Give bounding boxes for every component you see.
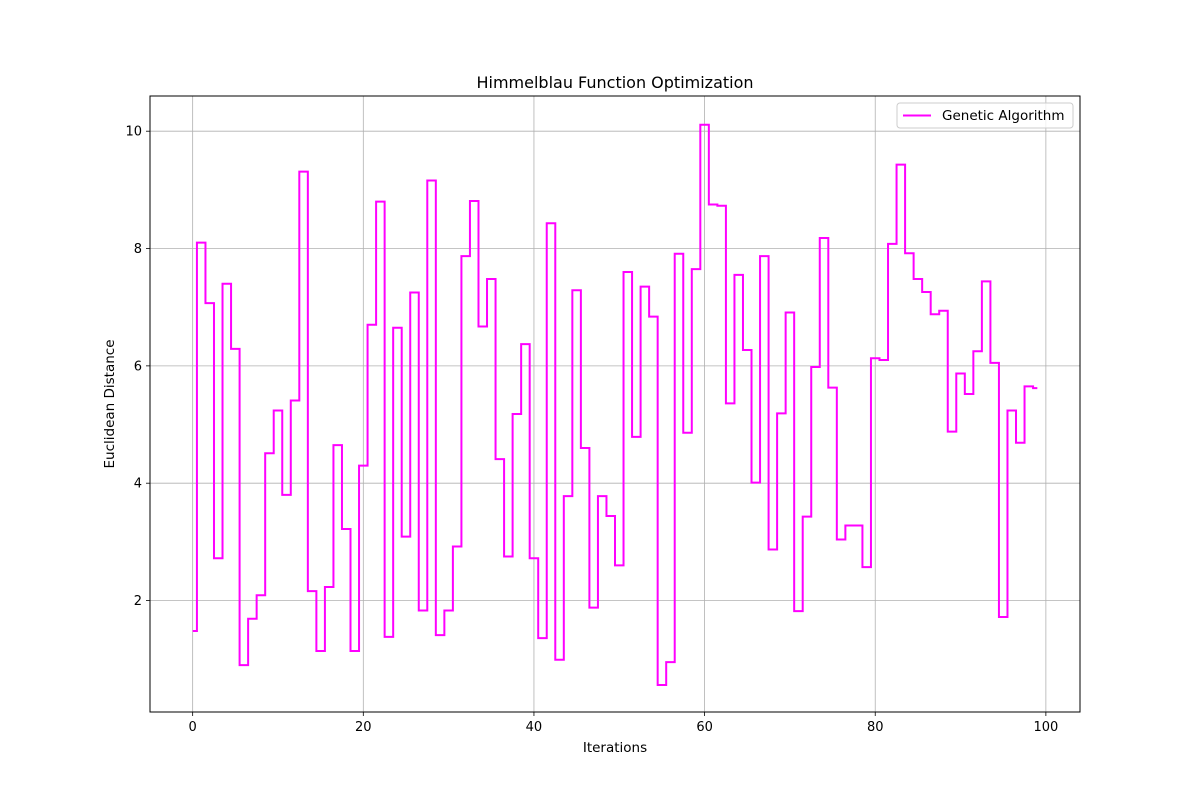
legend-box <box>896 102 1074 129</box>
y-tick-label: 6 <box>134 359 142 374</box>
y-tick-label: 8 <box>134 242 142 257</box>
y-tick-label: 10 <box>125 125 142 140</box>
y-tick-label: 2 <box>134 594 142 609</box>
x-tick-label: 80 <box>867 720 884 735</box>
grid <box>150 96 1080 712</box>
x-tick-label: 0 <box>189 720 197 735</box>
series-line-0 <box>192 123 1038 687</box>
y-tick-label: 4 <box>134 477 142 492</box>
x-tick-label: 100 <box>1033 720 1058 735</box>
x-tick-label: 20 <box>355 720 372 735</box>
chart-title: Himmelblau Function Optimization <box>476 73 753 92</box>
series-layer <box>192 123 1038 687</box>
y-axis-label: Euclidean Distance <box>102 339 118 468</box>
x-axis-label: Iterations <box>583 740 647 756</box>
plot-area <box>150 96 1080 712</box>
plot-frame <box>149 95 1081 713</box>
legend: Genetic Algorithm <box>896 102 1074 129</box>
x-tick-label: 60 <box>696 720 713 735</box>
legend-label-genetic-algorithm: Genetic Algorithm <box>942 108 1065 124</box>
x-tick-label: 40 <box>526 720 543 735</box>
ticks: 0 20 40 60 80 100 2 4 6 8 10 <box>125 125 1058 735</box>
